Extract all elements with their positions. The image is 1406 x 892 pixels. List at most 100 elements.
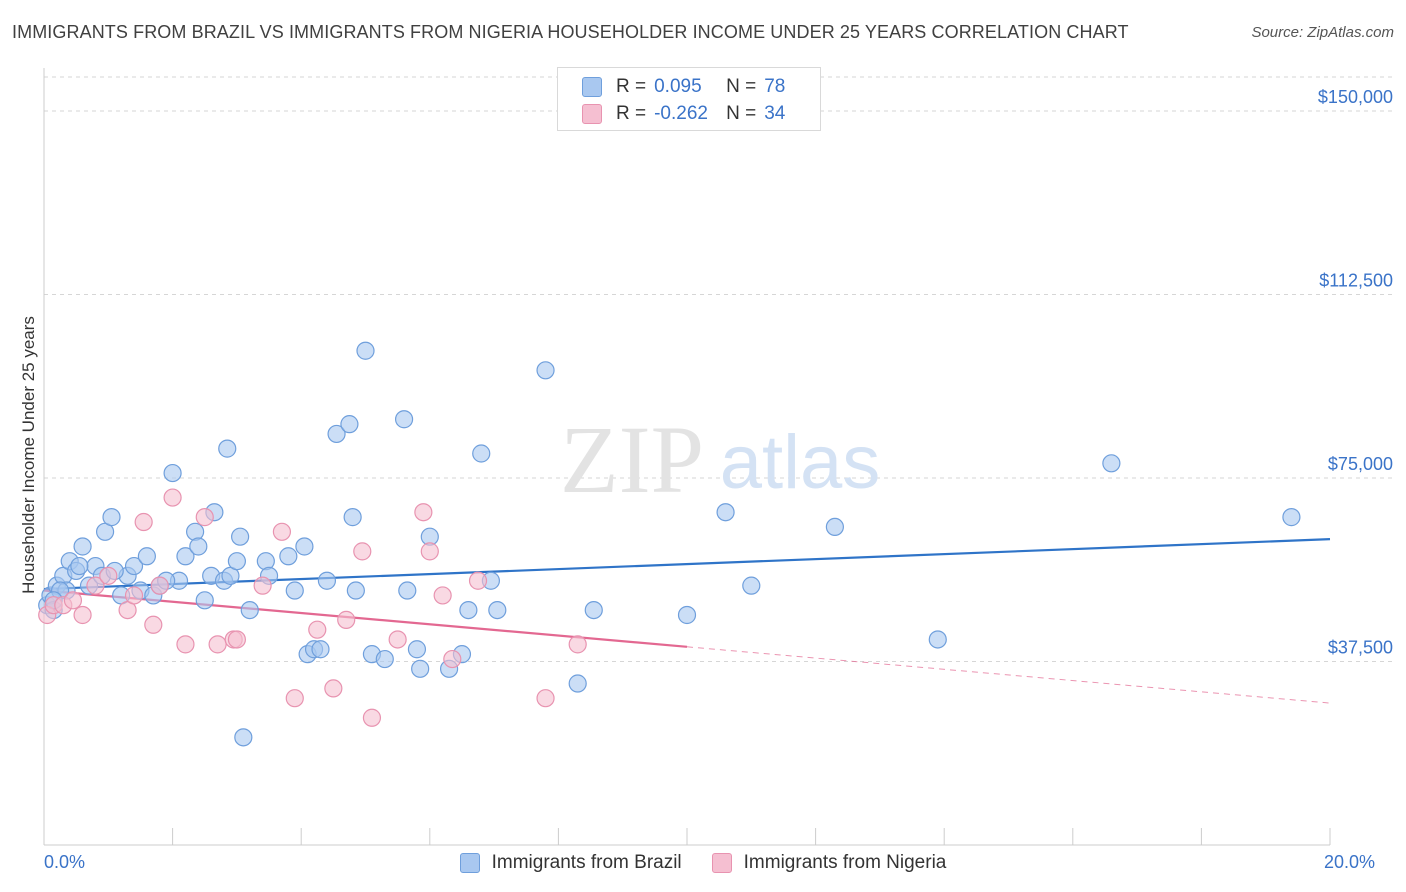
brazil-point [584, 600, 603, 620]
brazil-point [240, 600, 259, 620]
data-points [38, 341, 1301, 747]
nigeria-point [362, 708, 382, 727]
nigeria-swatch [582, 104, 602, 124]
r-label: R = [616, 76, 647, 97]
nigeria-point [420, 542, 439, 561]
watermark-zip: ZIP [560, 406, 704, 513]
nigeria-point [308, 620, 327, 639]
brazil-point [394, 410, 414, 429]
brazil-point [536, 361, 555, 380]
watermark: ZIP atlas [560, 406, 880, 513]
brazil-point [102, 508, 121, 527]
brazil-point [234, 728, 253, 747]
brazil-point [70, 556, 89, 576]
correlation-stats-box: R = 0.095 N = 78 R = -0.262 N = 34 [557, 67, 821, 131]
brazil-point [279, 547, 298, 566]
brazil-point [176, 547, 195, 566]
brazil-point [459, 600, 478, 620]
y-tick-label: $112,500 [1319, 270, 1393, 290]
brazil-point [343, 508, 362, 527]
gridlines [44, 76, 1395, 662]
n-label: N = [726, 103, 757, 124]
r-value: -0.262 [654, 103, 708, 124]
nigeria-point [176, 635, 195, 654]
brazil-point [825, 517, 844, 537]
nigeria-point [253, 576, 272, 595]
legend-label: Immigrants from Nigeria [743, 852, 947, 873]
brazil-point [742, 576, 761, 595]
nigeria-point [208, 635, 227, 654]
brazil-point [1102, 454, 1121, 473]
brazil-point [716, 503, 735, 522]
brazil-point [472, 444, 491, 463]
n-value: 34 [764, 103, 786, 124]
nigeria-point [124, 586, 144, 605]
nigeria-point [388, 630, 407, 649]
nigeria-point [73, 605, 92, 625]
x-tick-min: 0.0% [44, 852, 86, 872]
y-tick-label: $150,000 [1318, 87, 1393, 107]
nigeria-point [285, 689, 304, 708]
nigeria-point [144, 615, 163, 634]
nigeria-point [227, 630, 246, 649]
brazil-point [311, 640, 330, 659]
brazil-point [189, 537, 208, 556]
brazil-point [340, 415, 359, 434]
brazil-point [488, 600, 507, 620]
nigeria-trend-extension [686, 646, 1331, 704]
brazil-point [227, 552, 246, 571]
brazil-point [163, 463, 182, 483]
legend-item-nigeria[interactable]: Immigrants from Nigeria [711, 852, 947, 874]
r-value: 0.095 [654, 76, 702, 97]
y-axis-label: Householder Income Under 25 years [19, 316, 38, 594]
brazil-point [295, 537, 314, 556]
nigeria-point [433, 586, 452, 605]
stats-row-brazil: R = 0.095 N = 78 [582, 74, 785, 100]
brazil-point [928, 630, 947, 649]
nigeria-point [163, 488, 182, 507]
nigeria-point [443, 649, 462, 669]
watermark-atlas: atlas [720, 420, 881, 505]
legend-item-brazil[interactable]: Immigrants from Brazil [459, 852, 682, 874]
brazil-point [375, 649, 394, 669]
brazil-point [256, 552, 275, 571]
nigeria-point [536, 689, 555, 708]
brazil-point [356, 341, 375, 360]
brazil-point [346, 581, 365, 600]
nigeria-legend-swatch [711, 853, 732, 873]
legend: Immigrants from Brazil Immigrants from N… [0, 852, 1406, 874]
brazil-point [218, 439, 237, 458]
brazil-point [186, 522, 205, 541]
source-note: Source: ZipAtlas.com [1251, 24, 1394, 41]
brazil-point [285, 581, 304, 600]
nigeria-point [86, 576, 105, 595]
brazil-point [124, 556, 144, 576]
brazil-point [317, 571, 337, 590]
chart-title: IMMIGRANTS FROM BRAZIL VS IMMIGRANTS FRO… [12, 22, 1129, 42]
y-tick-label: $75,000 [1328, 454, 1393, 474]
brazil-point [411, 659, 430, 678]
nigeria-point [414, 503, 433, 522]
stats-row-nigeria: R = -0.262 N = 34 [582, 101, 785, 127]
brazil-point [1282, 508, 1301, 527]
brazil-legend-swatch [459, 853, 480, 873]
brazil-point [407, 640, 427, 659]
nigeria-point [99, 566, 118, 585]
brazil-point [568, 674, 587, 693]
brazil-point [231, 527, 250, 546]
nigeria-point [568, 635, 587, 654]
axes [43, 68, 1331, 846]
n-label: N = [726, 76, 757, 97]
brazil-point [195, 591, 214, 610]
nigeria-point [337, 610, 356, 629]
nigeria-point [272, 522, 292, 541]
brazil-point [73, 537, 92, 556]
brazil-point [327, 424, 346, 444]
r-label: R = [616, 103, 647, 124]
y-tick-label: $37,500 [1328, 637, 1393, 657]
brazil-point [677, 605, 697, 625]
nigeria-point [150, 576, 169, 595]
brazil-point [137, 547, 156, 566]
y-tick-labels: $37,500 $75,000 $112,500 $150,000 [1318, 87, 1393, 658]
